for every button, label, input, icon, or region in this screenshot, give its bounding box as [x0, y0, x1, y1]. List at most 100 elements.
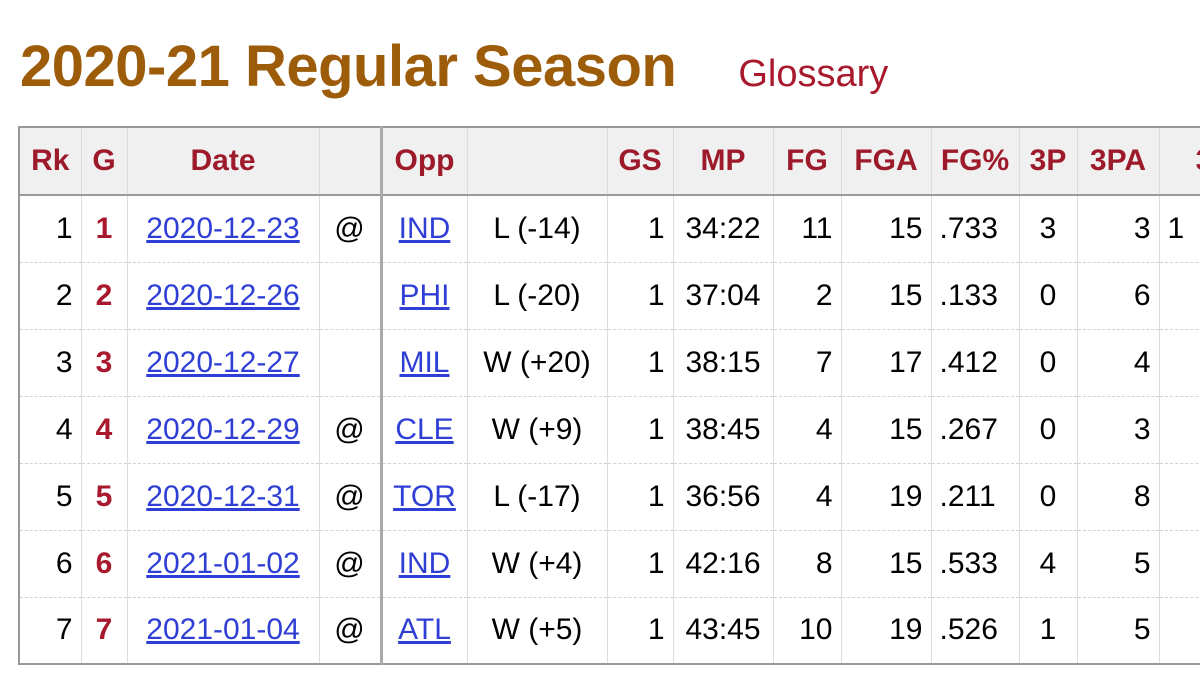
fg-cell: 2	[773, 262, 842, 330]
glossary-link[interactable]: Glossary	[738, 53, 889, 95]
column-header-fga[interactable]: FGA	[841, 126, 932, 196]
column-header-3p-pct[interactable]: 3	[1159, 126, 1200, 196]
date-cell: 2020-12-26	[127, 262, 320, 330]
3p-cell: 4	[1019, 530, 1078, 598]
fg-pct-cell: .412	[931, 329, 1020, 397]
location-cell: @	[319, 463, 383, 531]
result-cell: W (+20)	[467, 329, 608, 397]
opponent-link[interactable]: ATL	[398, 613, 451, 647]
game-number-cell: 2	[81, 262, 128, 330]
rank-cell: 7	[18, 597, 82, 665]
column-header-date[interactable]: Date	[127, 126, 320, 196]
game-number-cell: 5	[81, 463, 128, 531]
opponent-link[interactable]: IND	[398, 546, 451, 580]
game-log-table: Rk G Date Opp GS MP FG FGA FG% 3P 3PA 3	[18, 126, 1200, 665]
gs-cell: 1	[607, 329, 674, 397]
3p-pct-cell	[1159, 262, 1200, 330]
game-number-cell: 7	[81, 597, 128, 665]
opponent-link[interactable]: MIL	[399, 345, 450, 379]
mp-cell: 38:45	[673, 396, 774, 464]
fg-cell: 4	[773, 396, 842, 464]
rank-cell: 3	[18, 329, 82, 397]
3p-cell: 3	[1019, 195, 1078, 263]
gs-cell: 1	[607, 396, 674, 464]
fg-cell: 7	[773, 329, 842, 397]
date-link[interactable]: 2021-01-04	[146, 613, 300, 647]
result-cell: L (-14)	[467, 195, 608, 263]
opponent-link[interactable]: TOR	[393, 479, 456, 513]
fga-cell: 19	[841, 463, 932, 531]
gs-cell: 1	[607, 463, 674, 531]
column-header-3pa[interactable]: 3PA	[1077, 126, 1160, 196]
game-number-cell: 4	[81, 396, 128, 464]
opponent-cell: CLE	[381, 396, 468, 464]
rank-cell: 6	[18, 530, 82, 598]
3p-pct-cell: 1	[1159, 195, 1200, 263]
opponent-link[interactable]: PHI	[399, 278, 450, 312]
rank-cell: 5	[18, 463, 82, 531]
location-cell: @	[319, 530, 383, 598]
column-header-location[interactable]	[319, 126, 383, 196]
fga-cell: 15	[841, 195, 932, 263]
3pa-cell: 5	[1077, 530, 1160, 598]
date-link[interactable]: 2020-12-31	[146, 479, 300, 513]
date-link[interactable]: 2020-12-29	[146, 412, 300, 446]
column-header-rk[interactable]: Rk	[18, 126, 82, 196]
fg-pct-cell: .211	[931, 463, 1020, 531]
gs-cell: 1	[607, 597, 674, 665]
date-cell: 2020-12-23	[127, 195, 320, 263]
result-cell: W (+4)	[467, 530, 608, 598]
3pa-cell: 8	[1077, 463, 1160, 531]
table-header-row: Rk G Date Opp GS MP FG FGA FG% 3P 3PA 3	[18, 126, 1200, 196]
mp-cell: 43:45	[673, 597, 774, 665]
location-cell: @	[319, 597, 383, 665]
fga-cell: 15	[841, 396, 932, 464]
fg-cell: 11	[773, 195, 842, 263]
column-header-gs[interactable]: GS	[607, 126, 674, 196]
3p-pct-cell	[1159, 597, 1200, 665]
date-link[interactable]: 2021-01-02	[146, 546, 300, 580]
table-row: 5 5 2020-12-31 @ TOR L (-17) 1 36:56 4 1…	[18, 463, 1200, 531]
page-title: 2020-21 Regular Season	[20, 34, 677, 99]
3pa-cell: 5	[1077, 597, 1160, 665]
opponent-cell: TOR	[381, 463, 468, 531]
column-header-result[interactable]	[467, 126, 608, 196]
column-header-3p[interactable]: 3P	[1019, 126, 1078, 196]
opponent-link[interactable]: IND	[398, 211, 451, 245]
rank-cell: 4	[18, 396, 82, 464]
rank-cell: 2	[18, 262, 82, 330]
location-cell: @	[319, 195, 383, 263]
opponent-cell: MIL	[381, 329, 468, 397]
3p-pct-cell	[1159, 463, 1200, 531]
fg-cell: 4	[773, 463, 842, 531]
date-link[interactable]: 2020-12-27	[146, 345, 300, 379]
date-cell: 2021-01-04	[127, 597, 320, 665]
table-row: 4 4 2020-12-29 @ CLE W (+9) 1 38:45 4 15…	[18, 396, 1200, 464]
table-row: 6 6 2021-01-02 @ IND W (+4) 1 42:16 8 15…	[18, 530, 1200, 598]
column-header-mp[interactable]: MP	[673, 126, 774, 196]
game-number-cell: 3	[81, 329, 128, 397]
3p-pct-cell	[1159, 329, 1200, 397]
table-row: 2 2 2020-12-26 PHI L (-20) 1 37:04 2 15 …	[18, 262, 1200, 330]
column-header-fg-pct[interactable]: FG%	[931, 126, 1020, 196]
fga-cell: 17	[841, 329, 932, 397]
column-header-opp[interactable]: Opp	[381, 126, 468, 196]
fg-cell: 10	[773, 597, 842, 665]
mp-cell: 42:16	[673, 530, 774, 598]
stats-table-container[interactable]: Rk G Date Opp GS MP FG FGA FG% 3P 3PA 3	[18, 126, 1200, 698]
column-header-g[interactable]: G	[81, 126, 128, 196]
column-header-fg[interactable]: FG	[773, 126, 842, 196]
fga-cell: 19	[841, 597, 932, 665]
gs-cell: 1	[607, 195, 674, 263]
table-row: 3 3 2020-12-27 MIL W (+20) 1 38:15 7 17 …	[18, 329, 1200, 397]
3p-cell: 0	[1019, 262, 1078, 330]
result-cell: W (+9)	[467, 396, 608, 464]
mp-cell: 38:15	[673, 329, 774, 397]
fg-pct-cell: .526	[931, 597, 1020, 665]
result-cell: W (+5)	[467, 597, 608, 665]
fga-cell: 15	[841, 262, 932, 330]
date-link[interactable]: 2020-12-26	[146, 278, 300, 312]
date-link[interactable]: 2020-12-23	[146, 211, 300, 245]
opponent-link[interactable]: CLE	[395, 412, 454, 446]
date-cell: 2020-12-29	[127, 396, 320, 464]
